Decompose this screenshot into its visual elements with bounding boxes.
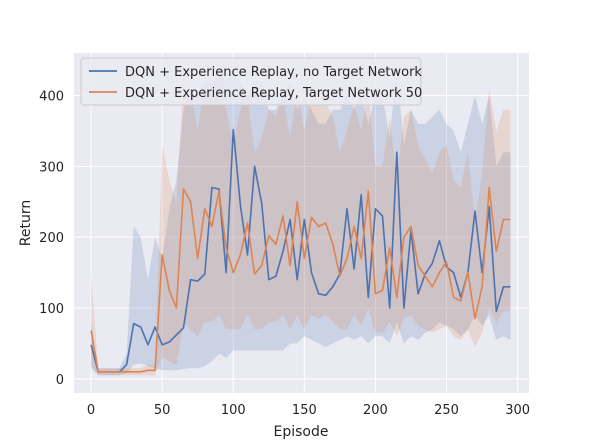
y-tick-label: 300 — [39, 160, 64, 175]
plot-background — [74, 53, 529, 393]
legend-label-series-1: DQN + Experience Replay, no Target Netwo… — [125, 65, 422, 80]
series-line-1 — [90, 128, 511, 373]
x-tick-label: 50 — [154, 403, 171, 418]
legend-box — [80, 57, 422, 106]
x-tick-label: 100 — [221, 403, 246, 418]
y-tick-label: 200 — [39, 231, 64, 246]
x-tick-label: 150 — [292, 403, 317, 418]
y-tick-label: 0 — [56, 373, 64, 388]
x-tick-label: 200 — [363, 403, 388, 418]
axis-ticks: 0 100 200 300 400 0 50 100 150 200 250 300 — [39, 90, 530, 419]
confidence-band-series-1 — [91, 67, 511, 376]
y-tick-label: 400 — [39, 90, 64, 105]
y-axis-label: Return — [18, 200, 34, 246]
legend-label-series-2: DQN + Experience Replay, Target Network … — [125, 86, 422, 101]
series-line-2 — [90, 186, 511, 373]
x-tick-label: 0 — [87, 403, 95, 418]
series-lines — [90, 128, 511, 373]
x-tick-label: 250 — [434, 403, 459, 418]
y-tick-label: 100 — [39, 302, 64, 317]
legend: DQN + Experience Replay, no Target Netwo… — [80, 57, 422, 106]
x-tick-label: 300 — [505, 403, 530, 418]
x-axis-label: Episode — [274, 424, 329, 440]
